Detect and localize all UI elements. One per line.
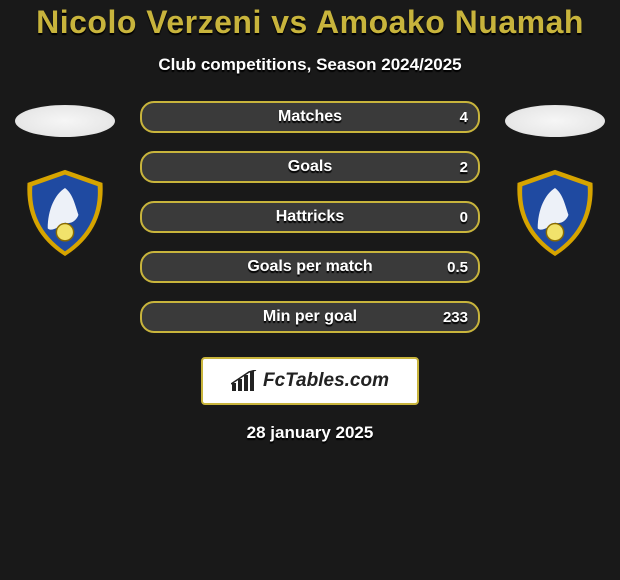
stat-bar: Matches 4 [140,101,480,133]
stat-bar: Goals per match 0.5 [140,251,480,283]
shield-icon [17,165,113,261]
stat-right-value: 0 [460,209,468,226]
stat-label: Matches [278,108,342,126]
player-right-photo [505,105,605,137]
page-title: Nicolo Verzeni vs Amoako Nuamah [0,4,620,41]
player-right-club-logo [507,165,603,261]
subtitle: Club competitions, Season 2024/2025 [0,55,620,75]
stat-label: Hattricks [276,208,344,226]
stat-bar: Hattricks 0 [140,201,480,233]
stat-label: Min per goal [263,308,357,326]
bars-icon [231,370,257,392]
stat-label: Goals [288,158,332,176]
stat-right-value: 2 [460,159,468,176]
date: 28 january 2025 [0,423,620,443]
brand-text: FcTables.com [263,370,389,392]
stat-right-value: 4 [460,109,468,126]
stat-bar: Goals 2 [140,151,480,183]
player-right-column [500,105,610,261]
shield-icon [507,165,603,261]
stat-label: Goals per match [247,258,372,276]
comparison-content: Matches 4 Goals 2 Hattricks 0 Goals per … [0,105,620,333]
brand-box: FcTables.com [201,357,419,405]
stat-right-value: 0.5 [447,259,468,276]
stat-right-value: 233 [443,309,468,326]
player-left-club-logo [17,165,113,261]
stat-bars: Matches 4 Goals 2 Hattricks 0 Goals per … [140,101,480,333]
stat-bar: Min per goal 233 [140,301,480,333]
player-left-photo [15,105,115,137]
player-left-column [10,105,120,261]
